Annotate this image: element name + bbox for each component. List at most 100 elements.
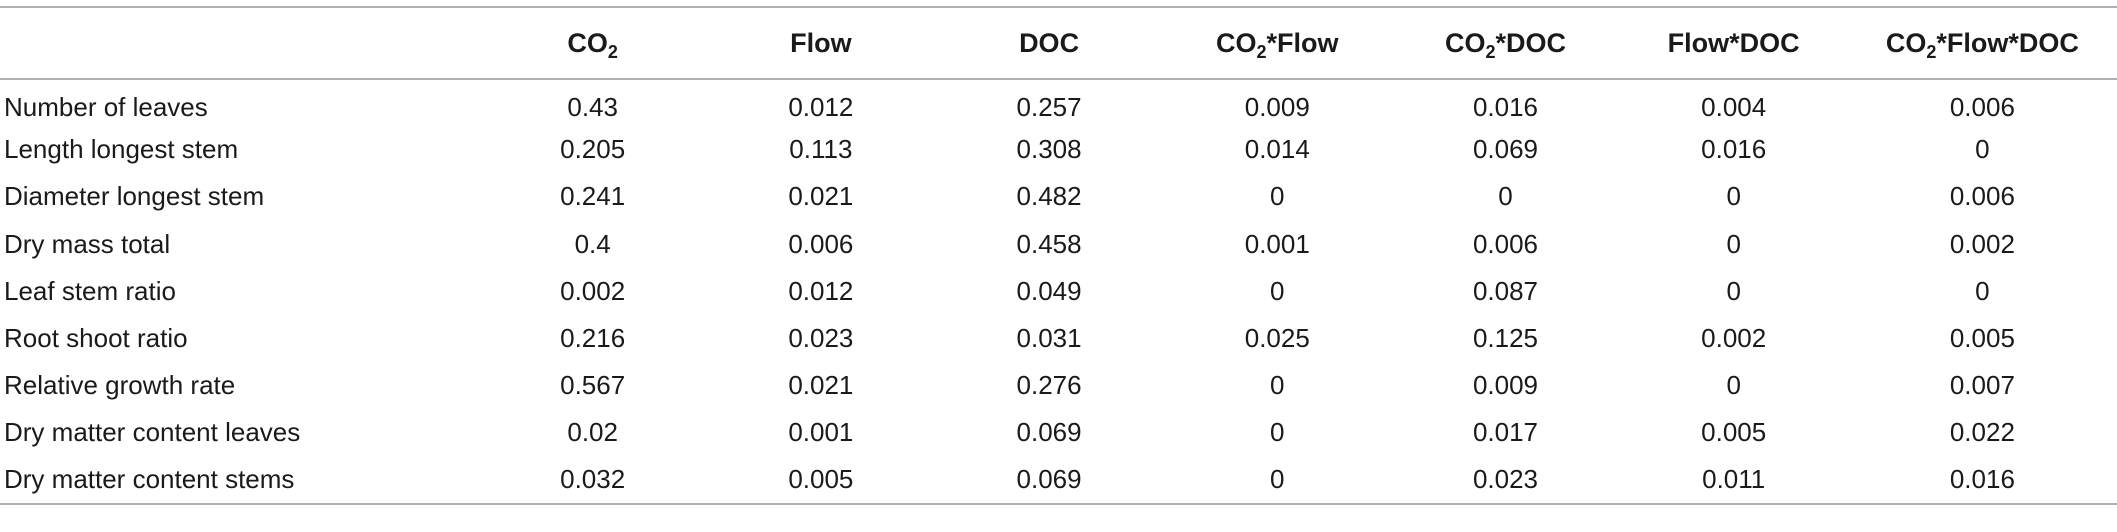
table-cell: 0.032 bbox=[560, 464, 626, 495]
table-row: Leaf stem ratio 0.002 0.012 0.049 0 0.087 0 0 bbox=[0, 268, 2117, 315]
row-label: Dry mass total bbox=[4, 228, 171, 259]
table-cell: 0.031 bbox=[1016, 323, 1082, 354]
table-cell: 0.4 bbox=[574, 228, 611, 259]
table-cell: 0.216 bbox=[560, 323, 626, 354]
row-label: Relative growth rate bbox=[4, 370, 236, 401]
table-row: Dry matter content leaves 0.02 0.001 0.069 0… bbox=[0, 409, 2117, 456]
column-header: CO2*Flow bbox=[1163, 7, 1391, 79]
row-label: Length longest stem bbox=[4, 134, 239, 165]
table-cell: 0.016 bbox=[1472, 91, 1539, 122]
column-header-suffix: *DOC bbox=[1495, 27, 1566, 58]
row-label: Leaf stem ratio bbox=[4, 275, 176, 306]
table-cell: 0.025 bbox=[1244, 323, 1310, 354]
column-header-suffix: *Flow bbox=[1266, 27, 1339, 58]
table-cell: 0 bbox=[1270, 181, 1285, 212]
table-cell: 0.069 bbox=[1472, 134, 1539, 165]
column-header: CO2*Flow*DOC bbox=[1848, 7, 2117, 79]
table-cell: 0.308 bbox=[1016, 134, 1082, 165]
column-header: DOC bbox=[935, 7, 1163, 79]
table-cell: 0.016 bbox=[1949, 464, 2015, 495]
table-cell: 0 bbox=[1726, 275, 1741, 306]
table-cell: 0.257 bbox=[1016, 91, 1082, 122]
table-cell: 0.005 bbox=[1701, 417, 1767, 448]
column-header-main: CO bbox=[1885, 27, 1927, 58]
table-cell: 0 bbox=[1270, 370, 1285, 401]
table-cell: 0.006 bbox=[1472, 228, 1539, 259]
table-cell: 0.241 bbox=[560, 181, 626, 212]
table-cell: 0.087 bbox=[1472, 275, 1539, 306]
column-header-subscript: 2 bbox=[607, 41, 618, 62]
table-cell: 0.016 bbox=[1701, 134, 1767, 165]
table-cell: 0.023 bbox=[1472, 464, 1539, 495]
table-cell: 0.113 bbox=[789, 134, 853, 165]
table-cell: 0 bbox=[1498, 181, 1513, 212]
results-table: CO2 Flow DOC CO2*Flow CO2*DOC Flow*DOC CO2*Flo… bbox=[0, 6, 2117, 505]
table-cell: 0.011 bbox=[1702, 464, 1766, 495]
table-cell: 0.001 bbox=[788, 417, 854, 448]
table-row: Relative growth rate 0.567 0.021 0.276 0 0.00… bbox=[0, 362, 2117, 409]
table-cell: 0 bbox=[1975, 134, 1990, 165]
table-row: Length longest stem 0.205 0.113 0.308 0.014 0… bbox=[0, 126, 2117, 173]
table-header: CO2 Flow DOC CO2*Flow CO2*DOC Flow*DOC CO2*Flo… bbox=[0, 7, 2117, 79]
table-cell: 0.005 bbox=[788, 464, 854, 495]
table-cell: 0 bbox=[1270, 464, 1285, 495]
column-header-main: DOC bbox=[1019, 27, 1080, 58]
table-cell: 0.002 bbox=[560, 275, 626, 306]
column-header-main: CO bbox=[567, 27, 608, 58]
table-cell: 0.005 bbox=[1949, 323, 2015, 354]
table-cell: 0 bbox=[1726, 181, 1741, 212]
table-cell: 0.001 bbox=[1244, 228, 1310, 259]
column-header-main: CO bbox=[1444, 27, 1486, 58]
table-cell: 0 bbox=[1270, 417, 1285, 448]
table-cell: 0.125 bbox=[1472, 323, 1539, 354]
header-stub bbox=[0, 7, 479, 79]
row-label: Dry matter content leaves bbox=[4, 417, 301, 448]
table-cell: 0.017 bbox=[1472, 417, 1539, 448]
column-header-main: Flow bbox=[790, 27, 852, 58]
column-header-main: Flow*DOC bbox=[1667, 27, 1800, 58]
table-cell: 0 bbox=[1975, 275, 1990, 306]
table-cell: 0.006 bbox=[788, 228, 854, 259]
table-cell: 0.276 bbox=[1016, 370, 1082, 401]
table-cell: 0.009 bbox=[1472, 370, 1539, 401]
table-cell: 0.023 bbox=[788, 323, 854, 354]
row-label: Root shoot ratio bbox=[4, 323, 188, 354]
table-cell: 0.014 bbox=[1244, 134, 1310, 165]
table-cell: 0.021 bbox=[788, 370, 854, 401]
header-row: CO2 Flow DOC CO2*Flow CO2*DOC Flow*DOC CO2*Flo… bbox=[0, 7, 2117, 79]
table-cell: 0.049 bbox=[1016, 275, 1082, 306]
table-cell: 0.43 bbox=[567, 91, 618, 122]
column-header-main: CO bbox=[1216, 27, 1257, 58]
table-row: Dry matter content stems 0.032 0.005 0.069 0… bbox=[0, 457, 2117, 504]
table-cell: 0.567 bbox=[560, 370, 626, 401]
table-cell: 0.004 bbox=[1701, 91, 1767, 122]
table-cell: 0.002 bbox=[1949, 228, 2015, 259]
column-header: CO2 bbox=[479, 7, 707, 79]
table-cell: 0.205 bbox=[560, 134, 626, 165]
table-row: Diameter longest stem 0.241 0.021 0.482 0 0 0 0… bbox=[0, 173, 2117, 220]
table-cell: 0 bbox=[1270, 275, 1285, 306]
table-cell: 0.009 bbox=[1244, 91, 1310, 122]
table-cell: 0.069 bbox=[1016, 417, 1082, 448]
column-header-subscript: 2 bbox=[1256, 41, 1267, 62]
table-cell: 0 bbox=[1726, 228, 1741, 259]
column-header-suffix: *Flow*DOC bbox=[1936, 27, 2079, 58]
column-header: Flow bbox=[707, 7, 935, 79]
table-row: Number of leaves 0.43 0.012 0.257 0.009 0.016… bbox=[0, 79, 2117, 126]
table-cell: 0.012 bbox=[788, 275, 854, 306]
table-body: Number of leaves 0.43 0.012 0.257 0.009 0.016… bbox=[0, 79, 2117, 504]
row-label: Number of leaves bbox=[4, 91, 208, 122]
table-cell: 0.069 bbox=[1016, 464, 1082, 495]
column-header: CO2*DOC bbox=[1391, 7, 1619, 79]
column-header: Flow*DOC bbox=[1620, 7, 1848, 79]
column-header-subscript: 2 bbox=[1485, 41, 1496, 62]
table-cell: 0.02 bbox=[567, 417, 618, 448]
table-cell: 0.021 bbox=[788, 181, 854, 212]
table-cell: 0.012 bbox=[788, 91, 854, 122]
row-label: Diameter longest stem bbox=[4, 181, 265, 212]
table-cell: 0.482 bbox=[1016, 181, 1082, 212]
table-cell: 0 bbox=[1726, 370, 1741, 401]
table-cell: 0.006 bbox=[1949, 91, 2015, 122]
table-cell: 0.007 bbox=[1949, 370, 2015, 401]
